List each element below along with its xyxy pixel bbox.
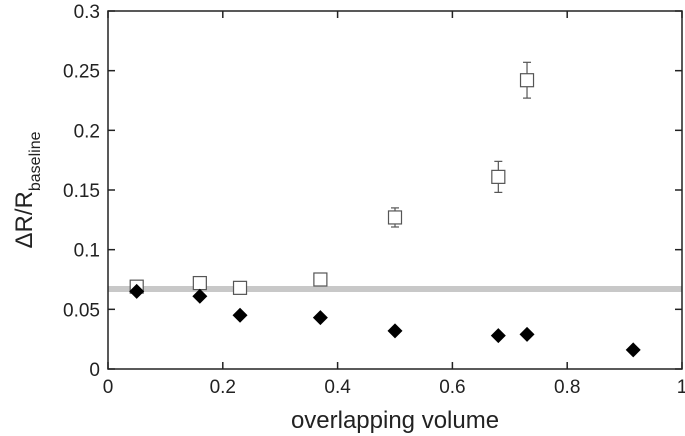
x-axis-ticks: 0 0.2 0.4 0.6 0.8 1 — [103, 11, 685, 398]
x-axis-label: overlapping volume — [291, 407, 499, 434]
data-point-diamond — [387, 323, 403, 339]
data-point-square — [313, 272, 328, 287]
plot-frame — [107, 10, 683, 370]
x-tick-label: 0.8 — [554, 377, 580, 398]
y-axis-label-subscript: baseline — [27, 131, 44, 191]
data-point-diamond — [129, 283, 145, 299]
x-tick-label: 0.6 — [439, 377, 465, 398]
series-2 — [129, 283, 641, 358]
y-axis-label: ΔR/Rbaseline — [11, 131, 44, 248]
x-tick-label: 1 — [677, 377, 685, 398]
y-tick-label: 0.15 — [63, 181, 100, 202]
y-axis-ticks: 0 0.05 0.1 0.15 0.2 0.25 0.3 — [63, 2, 682, 381]
y-axis-label-main: ΔR/R — [11, 191, 38, 248]
data-point-diamond — [625, 342, 641, 358]
series-1 — [129, 61, 535, 295]
y-tick-label: 0 — [89, 360, 100, 381]
x-tick-label: 0 — [103, 377, 114, 398]
data-point-diamond — [490, 328, 506, 344]
data-point-diamond — [232, 307, 248, 323]
y-tick-label: 0.05 — [63, 300, 100, 321]
y-tick-label: 0.3 — [74, 2, 100, 23]
y-tick-label: 0.25 — [63, 62, 100, 83]
y-tick-label: 0.2 — [74, 121, 100, 142]
x-tick-label: 0.2 — [210, 377, 236, 398]
y-tick-label: 0.1 — [74, 241, 100, 262]
data-point-square — [192, 275, 207, 291]
data-point-square — [491, 169, 506, 184]
data-series — [129, 61, 641, 358]
x-tick-label: 0.4 — [324, 377, 351, 398]
data-point-diamond — [519, 326, 535, 342]
data-point-diamond — [192, 288, 208, 304]
data-point-square — [519, 73, 535, 88]
data-point-diamond — [312, 310, 328, 326]
data-point-square — [232, 280, 248, 295]
data-point-square — [387, 210, 403, 225]
